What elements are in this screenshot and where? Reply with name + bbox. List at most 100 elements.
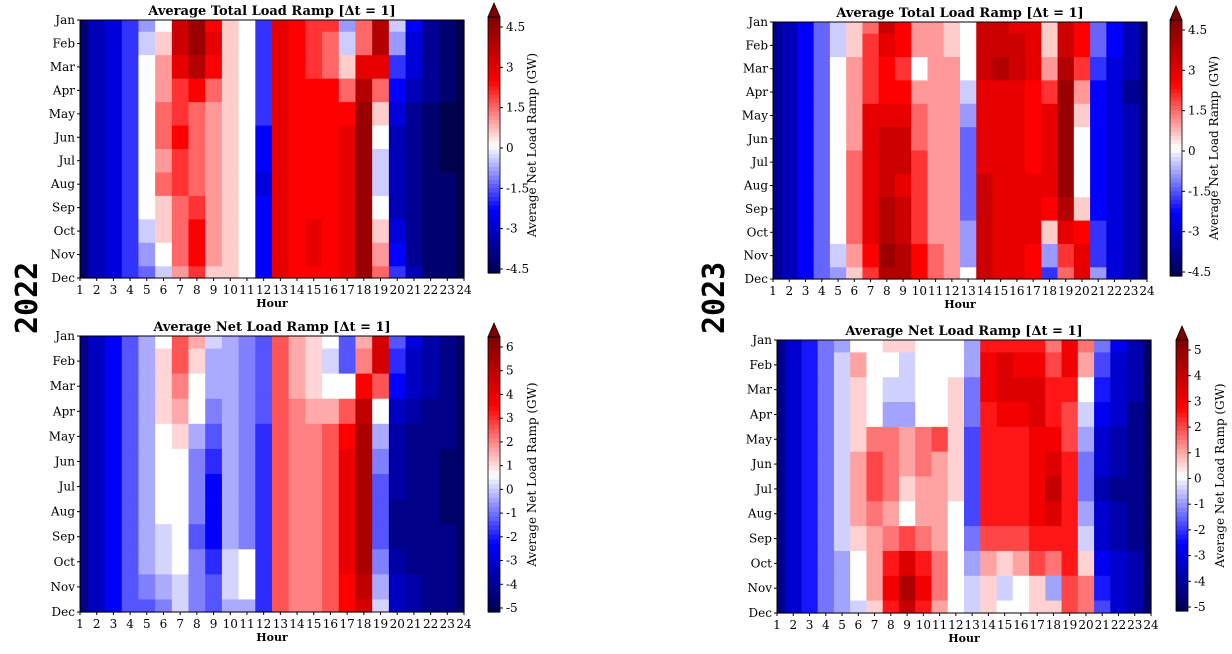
heatmap-cell: [188, 102, 206, 127]
heatmap-cell: [943, 173, 961, 198]
heatmap-cell: [455, 55, 465, 80]
colorbar-segment: [488, 437, 500, 444]
heatmap-cell: [355, 373, 373, 400]
colorbar-segment: [488, 479, 500, 485]
heatmap-cell: [405, 266, 423, 279]
heatmap-cell: [422, 149, 440, 174]
heatmap-cell: [915, 600, 933, 614]
colorbar-segment: [488, 89, 500, 95]
x-tick-label: 13: [273, 283, 288, 297]
heatmap-cell: [773, 33, 782, 58]
heatmap-cell: [188, 373, 206, 400]
heatmap-cell: [813, 267, 831, 280]
heatmap-cell: [801, 501, 819, 527]
colorbar-segment: [1170, 101, 1182, 106]
heatmap-cell: [372, 474, 390, 500]
heatmap-cell: [1012, 501, 1030, 527]
heatmap-cell: [455, 172, 465, 197]
heatmap-cell: [422, 78, 440, 103]
heatmap-cell: [272, 574, 290, 601]
heatmap-cell: [1077, 476, 1095, 502]
heatmap-cell: [288, 242, 306, 267]
heatmap-cell: [255, 448, 273, 475]
heatmap-cell: [931, 402, 949, 428]
x-tick-label: 10: [916, 618, 931, 632]
heatmap-cell: [205, 219, 223, 244]
heatmap-cell: [1057, 80, 1075, 105]
heatmap-cell: [1057, 173, 1075, 198]
heatmap-cell: [105, 474, 123, 500]
heatmap-cells: [80, 336, 465, 613]
heatmap-cell: [894, 197, 912, 222]
heatmap-cell: [238, 499, 256, 525]
heatmap-cell: [422, 398, 440, 425]
heatmap-cell: [221, 78, 240, 103]
heatmap-cell: [305, 423, 323, 450]
heatmap-cell: [964, 426, 981, 453]
x-tick-label: 5: [838, 618, 846, 632]
heatmap-cell: [121, 423, 140, 450]
heatmap-cell: [964, 402, 981, 428]
heatmap-cell: [355, 266, 373, 279]
heatmap-cell: [322, 31, 340, 56]
heatmap-cell: [943, 80, 961, 105]
heatmap-cell: [878, 267, 896, 280]
heatmap-cell: [862, 80, 880, 105]
colorbar-tick-label: -4.5: [1188, 265, 1211, 279]
colorbar-segment: [1170, 58, 1182, 64]
colorbar-tick-label: -3: [1188, 225, 1200, 239]
heatmap-cell: [850, 402, 868, 428]
heatmap-cell: [422, 102, 440, 127]
heatmap-cell: [80, 499, 89, 525]
heatmap-cell: [105, 102, 123, 127]
heatmap-cell: [355, 549, 373, 575]
heatmap-cell: [866, 426, 884, 453]
heatmap-cell: [1057, 127, 1075, 152]
colorbar-segment: [1170, 126, 1182, 132]
heatmap-cell: [221, 448, 240, 475]
heatmap-cell: [898, 340, 916, 354]
heatmap-cell: [850, 426, 868, 453]
heatmap-cell: [866, 352, 884, 378]
heatmap-cell: [88, 499, 106, 525]
heatmap-cell: [238, 125, 256, 150]
heatmap-cell: [422, 574, 440, 601]
heatmap-cell: [372, 423, 390, 450]
heatmap-cell: [355, 348, 373, 375]
heatmap-cell: [355, 574, 373, 601]
heatmap-cell: [846, 22, 864, 35]
heatmap-cell: [80, 448, 89, 475]
heatmap-cell: [455, 348, 465, 375]
heatmap-cell: [438, 149, 457, 174]
heatmap-cell: [947, 575, 965, 602]
heatmap-cell: [781, 127, 798, 152]
heatmap-cell: [338, 336, 357, 350]
heatmap-cell: [1094, 550, 1111, 577]
heatmap-cell: [205, 55, 223, 80]
heatmap-cell: [272, 398, 290, 425]
x-tick-label: 23: [440, 283, 455, 297]
y-tick-label: Nov: [50, 580, 75, 594]
heatmap-cell: [438, 423, 457, 450]
heatmap-cell: [996, 526, 1014, 552]
heatmap-cell: [455, 574, 465, 601]
colorbar-segment: [1176, 353, 1188, 359]
colorbar-tick-label: -3: [506, 222, 518, 236]
colorbar-segment: [488, 598, 500, 604]
heatmap-cell: [388, 102, 407, 127]
heatmap-cell: [372, 219, 390, 244]
heatmap-cell: [272, 423, 290, 450]
colorbar-segment: [1176, 538, 1188, 544]
colorbar-segment: [488, 465, 500, 471]
heatmap-cell: [773, 127, 782, 152]
heatmap-cell: [947, 501, 965, 527]
heatmap-cell: [898, 600, 916, 614]
heatmap-cell: [947, 377, 965, 403]
x-tick-label: 2: [93, 617, 101, 631]
colorbar-segment: [1170, 216, 1182, 222]
heatmap-cell: [1110, 340, 1128, 354]
y-tick-label: Oct: [751, 556, 773, 570]
heatmap-cell: [1057, 22, 1075, 35]
heatmap-cell: [205, 524, 223, 550]
heatmap-cell: [121, 195, 140, 220]
